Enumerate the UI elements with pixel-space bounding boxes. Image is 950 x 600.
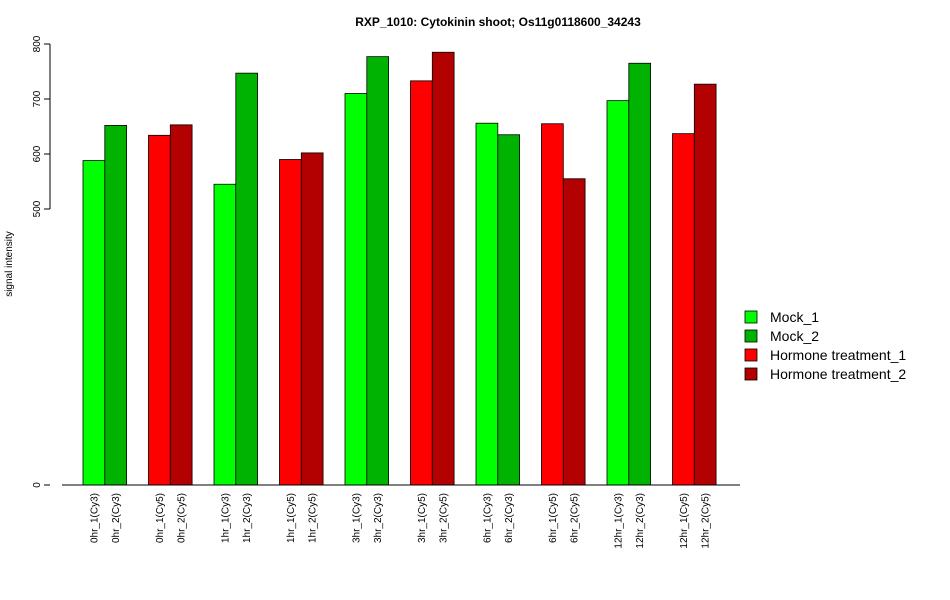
y-tick-label: 600 bbox=[32, 145, 43, 162]
x-tick-label: 0hr_2(Cy3) bbox=[111, 493, 122, 543]
y-tick-label: 800 bbox=[32, 35, 43, 52]
legend-label: Hormone treatment_2 bbox=[770, 366, 906, 382]
x-tick-label: 12hr_1(Cy3) bbox=[613, 493, 624, 549]
bar-6hr_2(Cy3) bbox=[497, 134, 520, 486]
bar-1hr_1(Cy3) bbox=[213, 183, 237, 486]
y-tick-label: 700 bbox=[32, 90, 43, 107]
x-tick-label: 1hr_1(Cy5) bbox=[286, 493, 297, 543]
bars-layer: 0hr_1(Cy3) 0hr_2(Cy3) 0hr_1(Cy5) 0hr_2(Cy5)… bbox=[82, 51, 717, 549]
bar-6hr_1(Cy5) bbox=[541, 123, 564, 486]
bar-3hr_1(Cy5) bbox=[410, 80, 433, 486]
x-tick-label: 12hr_2(Cy5) bbox=[701, 493, 712, 549]
legend-swatch bbox=[744, 329, 758, 343]
y-tick-label: 500 bbox=[32, 200, 43, 217]
bar-0hr_2(Cy5) bbox=[169, 124, 193, 486]
x-tick-label: 12hr_1(Cy5) bbox=[679, 493, 690, 549]
bar-6hr_1(Cy3) bbox=[475, 122, 499, 486]
x-tick-label: 12hr_2(Cy3) bbox=[635, 493, 646, 549]
bar-12hr_1(Cy3) bbox=[606, 100, 630, 486]
legend-label: Hormone treatment_1 bbox=[770, 347, 906, 363]
x-tick-label: 6hr_2(Cy5) bbox=[570, 493, 581, 543]
legend-swatch bbox=[744, 310, 758, 324]
x-tick-label: 3hr_2(Cy3) bbox=[373, 493, 384, 543]
y-axis-label: signal intensity bbox=[4, 231, 15, 297]
chart-title: RXP_1010: Cytokinin shoot; Os11g0118600_… bbox=[355, 15, 641, 29]
x-tick-label: 1hr_1(Cy3) bbox=[220, 493, 231, 543]
bar-0hr_1(Cy5) bbox=[148, 134, 171, 486]
x-tick-label: 0hr_2(Cy5) bbox=[177, 493, 188, 543]
x-tick-label: 6hr_1(Cy5) bbox=[548, 493, 559, 543]
bar-3hr_2(Cy3) bbox=[366, 56, 389, 486]
legend-label: Mock_1 bbox=[770, 309, 819, 325]
bar-1hr_1(Cy5) bbox=[279, 159, 302, 486]
bar-12hr_1(Cy5) bbox=[672, 133, 695, 486]
axis-layer: 0 500 600 700 800 bbox=[32, 35, 740, 488]
bar-3hr_2(Cy5) bbox=[431, 51, 455, 486]
legend-label: Mock_2 bbox=[770, 328, 819, 344]
bar-12hr_2(Cy5) bbox=[693, 83, 717, 486]
x-tick-label: 1hr_2(Cy5) bbox=[308, 493, 319, 543]
bar-6hr_2(Cy5) bbox=[562, 178, 586, 486]
bar-0hr_1(Cy3) bbox=[82, 160, 106, 486]
x-tick-label: 3hr_1(Cy5) bbox=[417, 493, 428, 543]
x-tick-label: 1hr_2(Cy3) bbox=[242, 493, 253, 543]
x-tick-label: 0hr_1(Cy5) bbox=[155, 493, 166, 543]
bar-1hr_2(Cy3) bbox=[235, 72, 259, 486]
bar-12hr_2(Cy3) bbox=[628, 62, 651, 486]
legend-swatch bbox=[744, 348, 758, 362]
bar-0hr_2(Cy3) bbox=[104, 125, 128, 486]
bar-1hr_2(Cy5) bbox=[300, 152, 324, 486]
y-tick-label: 0 bbox=[32, 482, 43, 488]
legend-swatch bbox=[744, 367, 758, 381]
x-tick-label: 6hr_1(Cy3) bbox=[482, 493, 493, 543]
x-tick-label: 3hr_1(Cy3) bbox=[351, 493, 362, 543]
legend: Mock_1 Mock_2 Hormone treatment_1 Hormone t… bbox=[744, 309, 906, 382]
x-tick-label: 3hr_2(Cy5) bbox=[439, 493, 450, 543]
x-tick-label: 6hr_2(Cy3) bbox=[504, 493, 515, 543]
x-tick-label: 0hr_1(Cy3) bbox=[89, 493, 100, 543]
bar-3hr_1(Cy3) bbox=[344, 93, 368, 486]
